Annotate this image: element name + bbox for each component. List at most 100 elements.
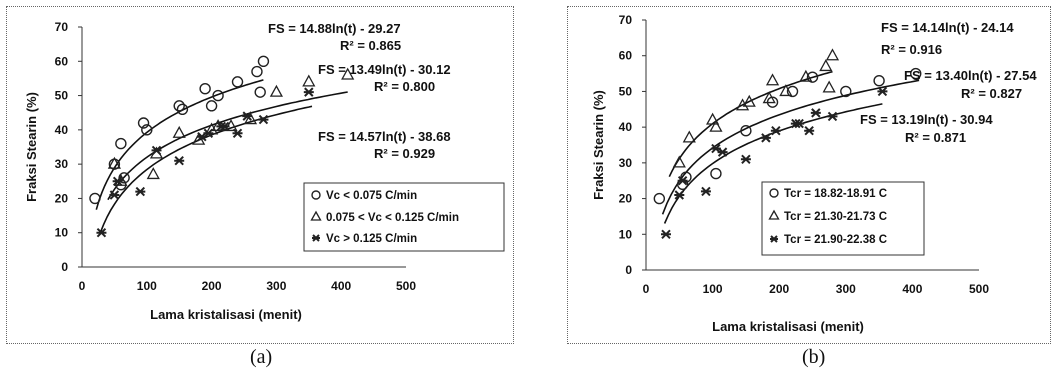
legend-marker-triangle — [768, 209, 780, 220]
data-point-circle — [89, 192, 101, 205]
data-point-circle — [173, 100, 185, 112]
y-tick-label: 0 — [625, 263, 632, 277]
data-point-star — [674, 190, 685, 200]
data-point-triangle — [243, 112, 258, 125]
data-point-triangle — [779, 84, 793, 97]
x-tick-label: 0 — [79, 279, 86, 293]
data-point-circle — [212, 89, 224, 102]
legend-label: Tcr = 21.30-21.73 C — [784, 211, 887, 223]
y-tick-label: 70 — [55, 20, 69, 34]
y-tick-label: 50 — [55, 89, 69, 103]
fit-equation-label: FS = 13.49ln(t) - 30.12 — [318, 62, 451, 77]
data-point-circle — [115, 137, 127, 150]
y-axis-title: Fraksi Stearin (%) — [24, 92, 39, 202]
data-point-star — [96, 228, 107, 238]
y-axis-title: Fraksi Stearin (%) — [591, 90, 606, 200]
data-point-star — [740, 154, 751, 164]
data-point-circle — [710, 167, 722, 180]
fit-curve — [668, 70, 833, 178]
y-tick-label: 50 — [619, 84, 633, 98]
data-point-star — [827, 111, 838, 122]
y-tick-label: 60 — [55, 54, 69, 68]
y-tick-label: 60 — [619, 49, 633, 63]
data-point-triangle — [735, 98, 750, 111]
fit-r2-label: R² = 0.800 — [374, 79, 435, 94]
legend-marker-star — [312, 234, 320, 242]
x-tick-label: 300 — [836, 282, 856, 296]
fit-r2-label: R² = 0.929 — [374, 146, 435, 161]
data-point-circle — [254, 86, 266, 98]
data-point-star — [660, 229, 671, 239]
data-point-star — [151, 145, 162, 156]
data-point-circle — [176, 103, 189, 115]
fit-equation-label: FS = 14.57ln(t) - 38.68 — [318, 129, 451, 144]
data-point-star — [112, 176, 123, 186]
legend-label: Tcr = 18.82-18.91 C — [784, 188, 887, 200]
y-tick-label: 30 — [55, 157, 69, 171]
fit-equation-label: FS = 14.88ln(t) - 29.27 — [268, 21, 401, 36]
data-point-circle — [840, 85, 852, 98]
data-point-circle — [676, 178, 689, 190]
data-point-star — [135, 186, 146, 197]
data-point-circle — [806, 71, 819, 83]
y-tick-label: 70 — [619, 13, 633, 27]
data-point-circle — [910, 67, 922, 80]
data-point-star — [810, 108, 821, 118]
data-point-triangle — [709, 119, 723, 132]
fit-r2-label: R² = 0.871 — [905, 130, 966, 145]
data-point-triangle — [742, 94, 756, 107]
data-point-triangle — [819, 59, 833, 72]
data-point-circle — [786, 85, 799, 98]
legend-box — [303, 182, 505, 252]
y-tick-label: 40 — [619, 120, 633, 134]
data-point-star — [677, 176, 688, 186]
data-point-triangle — [107, 156, 121, 169]
x-tick-label: 400 — [902, 282, 922, 296]
data-point-star — [794, 118, 805, 129]
data-point-circle — [141, 124, 153, 136]
data-point-star — [804, 126, 815, 136]
data-point-star — [770, 126, 781, 136]
data-point-triangle — [672, 155, 686, 168]
data-point-triangle — [192, 132, 206, 145]
fit-equation-label: FS = 13.19ln(t) - 30.94 — [860, 112, 993, 127]
data-point-circle — [680, 171, 692, 183]
data-point-star — [877, 86, 888, 97]
data-point-star — [174, 156, 185, 166]
data-point-circle — [231, 76, 244, 88]
data-point-triangle — [341, 67, 355, 80]
y-tick-label: 0 — [61, 260, 68, 274]
data-point-star — [700, 186, 711, 197]
data-point-star — [717, 147, 728, 157]
y-tick-label: 40 — [55, 123, 69, 137]
data-point-star — [219, 121, 230, 132]
data-point-circle — [205, 100, 218, 112]
x-tick-label: 100 — [703, 282, 723, 296]
data-point-star — [242, 111, 253, 121]
fit-r2-label: R² = 0.827 — [961, 86, 1022, 101]
y-tick-label: 30 — [619, 156, 633, 170]
data-point-star — [109, 190, 120, 200]
legend-label: Vc > 0.125 C/min — [326, 233, 417, 245]
panel-a-caption: (a) — [250, 346, 273, 368]
legend-marker-triangle — [310, 210, 322, 221]
fit-curve — [661, 79, 920, 215]
data-point-triangle — [706, 112, 720, 125]
x-tick-label: 0 — [643, 282, 650, 296]
fit-curve — [107, 91, 348, 201]
data-point-triangle — [762, 91, 776, 104]
data-point-star — [258, 114, 269, 125]
fit-r2-label: R² = 0.865 — [340, 38, 401, 53]
data-point-triangle — [302, 74, 316, 87]
x-tick-label: 100 — [137, 279, 157, 293]
legend-marker-circle — [311, 190, 321, 200]
data-point-circle — [199, 83, 211, 95]
x-tick-label: 400 — [331, 279, 351, 293]
legend-marker-circle — [769, 188, 779, 198]
legend-marker-star — [770, 235, 778, 243]
x-tick-label: 500 — [969, 282, 989, 296]
legend-label: Tcr = 21.90-22.38 C — [784, 234, 887, 246]
legend-label: Vc < 0.075 C/min — [326, 190, 417, 202]
fit-equation-label: FS = 14.14ln(t) - 24.14 — [881, 20, 1014, 35]
